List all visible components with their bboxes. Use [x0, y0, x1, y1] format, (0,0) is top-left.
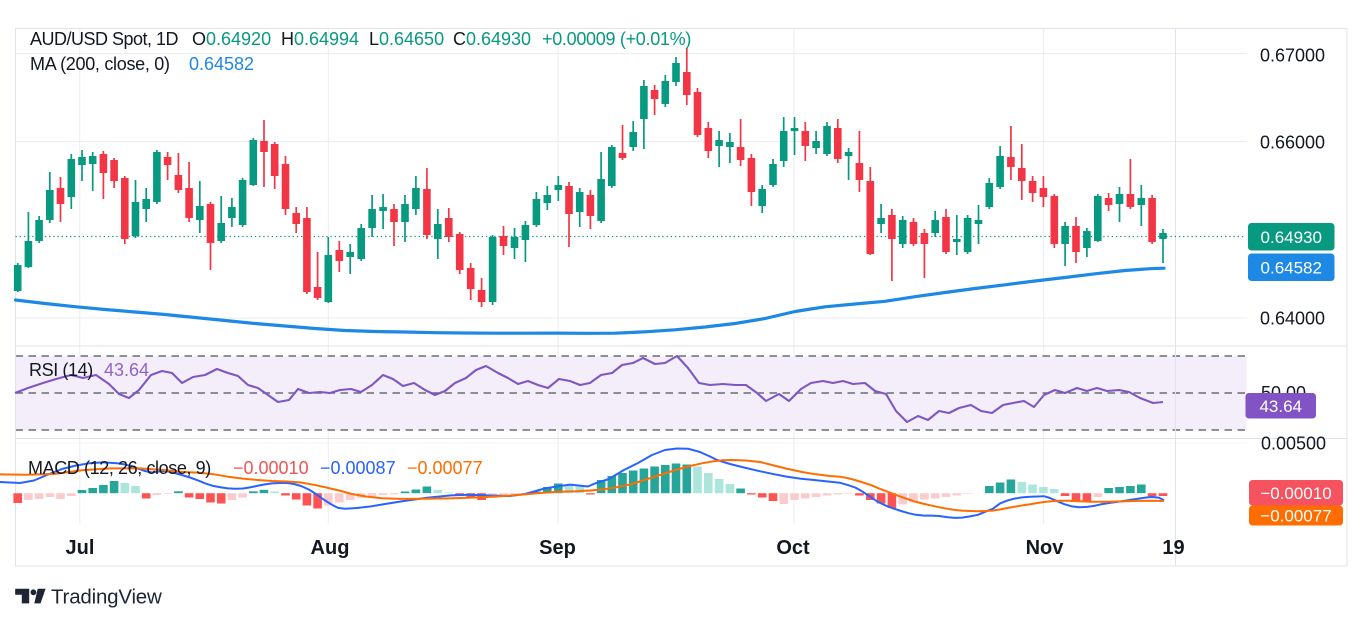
svg-text:0.64582: 0.64582	[189, 54, 254, 74]
svg-text:Oct: Oct	[776, 537, 810, 559]
svg-text:TradingView: TradingView	[51, 586, 162, 609]
svg-text:L0.64650: L0.64650	[369, 29, 444, 49]
svg-text:Jul: Jul	[66, 537, 95, 559]
svg-text:19: 19	[1162, 537, 1184, 559]
svg-text:O0.64920: O0.64920	[192, 29, 271, 49]
svg-text:+0.00009 (+0.01%): +0.00009 (+0.01%)	[542, 29, 691, 49]
svg-text:Aug: Aug	[311, 537, 350, 559]
svg-text:−0.00087: −0.00087	[320, 458, 396, 478]
svg-text:0.00500: 0.00500	[1261, 434, 1326, 454]
svg-text:−0.00010: −0.00010	[1260, 484, 1331, 503]
svg-text:Sep: Sep	[539, 537, 576, 559]
svg-text:43.64: 43.64	[104, 360, 149, 380]
svg-text:0.64930: 0.64930	[1261, 228, 1322, 247]
svg-text:RSI (14): RSI (14)	[29, 360, 93, 380]
svg-text:0.64582: 0.64582	[1261, 258, 1322, 277]
svg-text:43.64: 43.64	[1259, 397, 1302, 416]
svg-text:0.66000: 0.66000	[1260, 133, 1325, 153]
svg-text:MA (200, close, 0): MA (200, close, 0)	[30, 54, 170, 74]
svg-text:AUD/USD Spot, 1D: AUD/USD Spot, 1D	[30, 29, 179, 49]
svg-text:−0.00077: −0.00077	[1260, 507, 1331, 526]
svg-text:H0.64994: H0.64994	[281, 29, 359, 49]
svg-text:C0.64930: C0.64930	[453, 29, 531, 49]
svg-text:0.67000: 0.67000	[1260, 46, 1325, 66]
svg-text:0.64000: 0.64000	[1260, 309, 1325, 329]
svg-text:MACD (12, 26, close, 9): MACD (12, 26, close, 9)	[28, 458, 211, 478]
svg-text:−0.00010: −0.00010	[233, 458, 309, 478]
svg-text:Nov: Nov	[1026, 537, 1065, 559]
svg-text:−0.00077: −0.00077	[407, 458, 483, 478]
